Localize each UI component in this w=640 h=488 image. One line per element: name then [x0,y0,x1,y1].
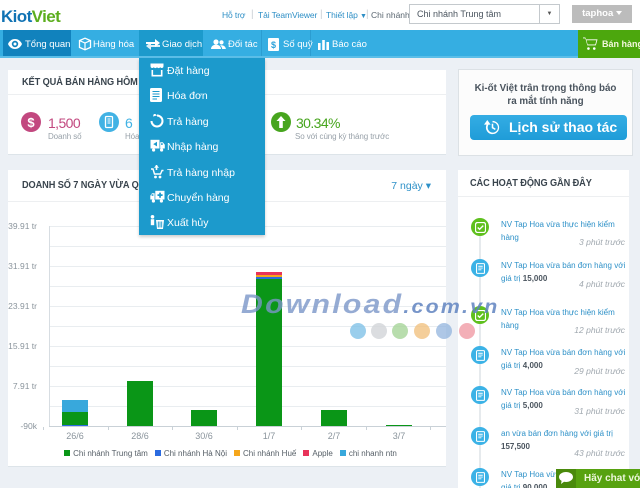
svg-text:$: $ [27,115,35,130]
svg-text:$: $ [271,40,276,50]
